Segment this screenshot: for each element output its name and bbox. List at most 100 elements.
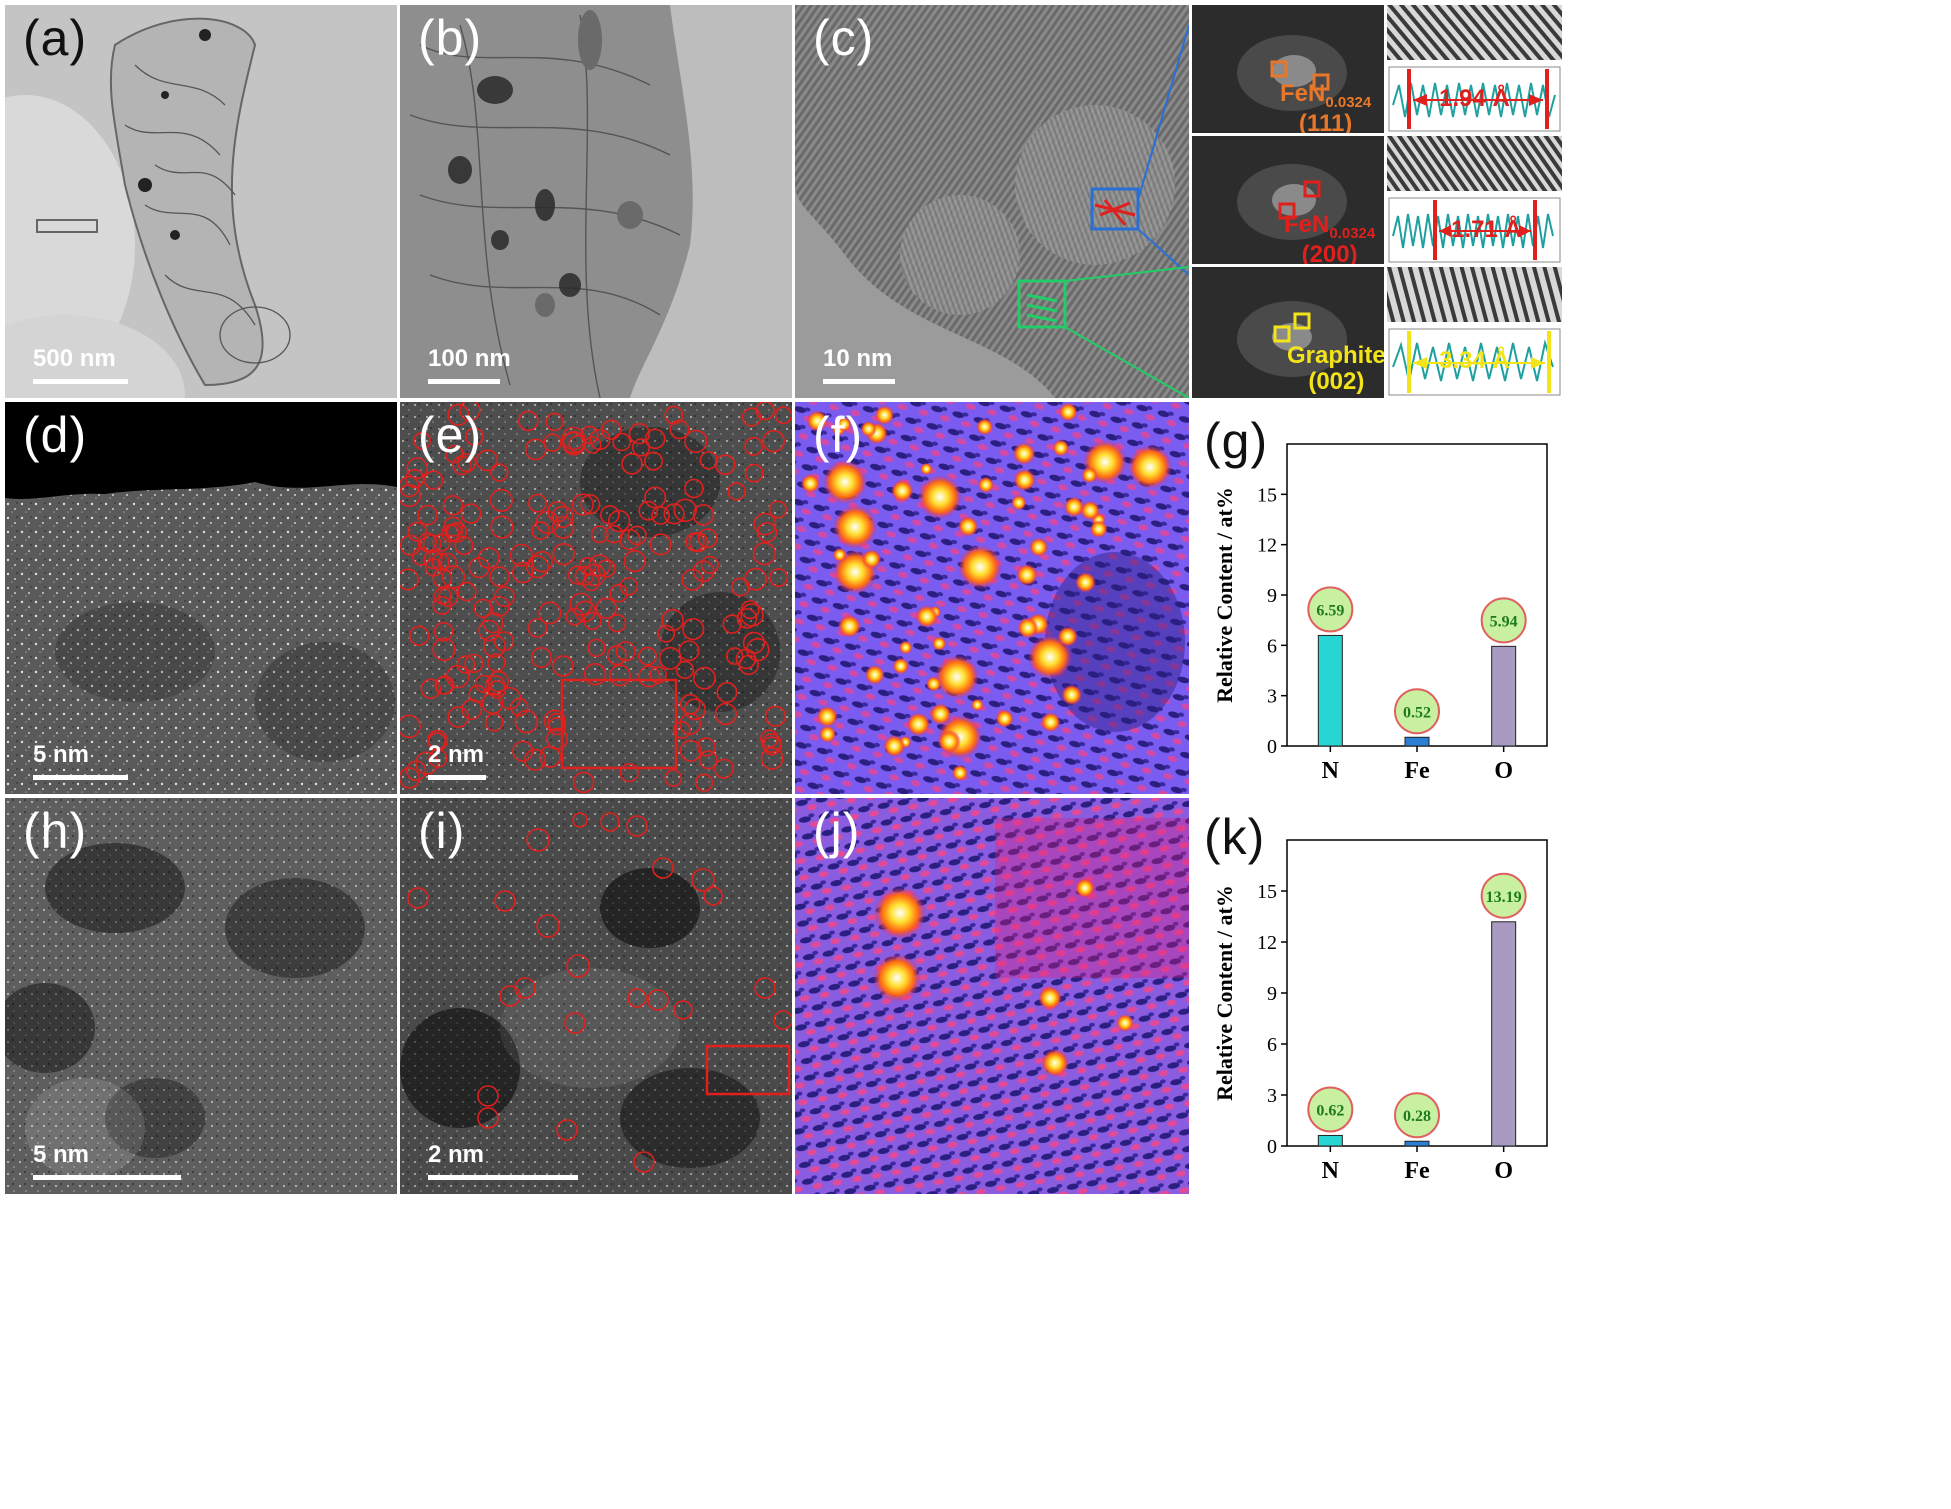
y-tick-label: 6 [1267,635,1277,657]
atom-marker [565,607,584,626]
intensity-peak [864,664,885,685]
atom-marker [543,709,566,732]
intensity-peak [1029,537,1049,557]
intensity-peak [1017,617,1039,639]
atom-marker [608,614,627,633]
atom-marker [482,634,506,658]
y-tick-label: 6 [1267,1034,1277,1056]
intensity-peak [1058,402,1078,422]
atom-marker [420,678,441,699]
atom-marker [417,532,438,553]
atom-marker [538,601,562,625]
atom-marker [417,504,438,526]
atom-marker [489,488,513,512]
atom-marker [484,675,506,696]
atom-marker [675,660,695,680]
x-category-label: N [1322,758,1340,784]
atom-marker [713,758,734,779]
atom-marker [722,614,742,634]
intensity-peak [816,705,838,728]
atom-marker [615,641,636,662]
atom-marker [582,573,600,592]
atom-marker [571,493,594,516]
chart-k-svg: 0 3 6 9 12 15 Relative Content / at% 0.62 N 0.28 F… [1212,839,1548,1184]
panel-d-haadf-image: (d) 5 nm [5,402,397,794]
panel-i-haadf-marked: (i) 2 nm [400,798,792,1194]
fft-panel-2: FeN0.0324 (200) [1192,136,1384,264]
atom-marker [424,558,443,577]
atom-marker [433,621,454,642]
value-badge [1480,872,1527,919]
panel-f-intensity-map: (f) [795,402,1189,794]
value-label: 5.94 [1490,613,1518,630]
atom-marker [698,750,718,770]
atom-marker [685,532,705,552]
atom-marker [547,717,567,736]
value-label: 0.52 [1403,704,1431,721]
intensity-peak [832,547,847,562]
atom-marker [545,412,564,432]
intensity-peak [1081,467,1098,484]
atom-marker [457,581,477,602]
atom-marker [509,543,533,567]
atom-marker [700,555,719,574]
atom-marker [572,771,595,794]
value-badge [1394,1092,1440,1139]
atom-marker [663,503,685,525]
value-label: 0.62 [1316,1102,1344,1119]
atom-marker [583,436,602,454]
panel-c-label: (c) [813,10,875,66]
atom-marker [473,598,493,619]
fft-label-3: Graphite (002) [1287,342,1384,396]
panel-j-label: (j) [813,803,861,859]
atom-marker [684,429,708,454]
atom-marker [447,403,470,426]
atom-marker [651,506,670,525]
y-axis-label: Relative Content / at% [1212,885,1237,1101]
atom-marker [684,478,704,499]
atom-marker [413,431,432,450]
atom-marker [742,631,766,655]
panel-e-haadf-marked: (e) 2 nm [400,402,792,794]
fft-panel-3: Graphite (002) [1192,267,1384,398]
atom-marker [638,665,661,688]
fft-label-2: FeN0.0324 (200) [1284,211,1376,264]
panel-a-scalebar: 500 nm [33,345,128,384]
atom-marker [552,655,574,677]
y-tick-label: 0 [1267,1136,1277,1158]
atom-marker [649,533,672,556]
intensity-peak [951,764,969,782]
atom-marker [638,500,659,521]
y-tick-label: 9 [1267,983,1277,1005]
atom-marker [478,547,500,569]
atom-marker [400,767,421,789]
atom-marker [678,640,700,662]
panel-i-label: (i) [418,803,466,859]
atom-marker [432,595,452,615]
atom-marker [580,494,601,515]
atom-marker [454,535,474,556]
atom-marker [460,503,482,524]
atom-marker [693,666,716,690]
atom-marker [619,528,641,551]
atom-marker [736,608,758,629]
y-tick-label: 15 [1257,881,1277,903]
atom-marker [464,653,484,674]
intensity-peak [1063,496,1085,518]
intensity-peak [892,657,910,675]
bar-n [1317,1134,1343,1147]
atom-marker [606,645,627,666]
atom-marker [481,692,504,715]
y-axis-label: Relative Content / at% [1212,487,1237,703]
atom-marker [400,568,419,591]
atom-marker [696,737,716,757]
atom-marker [435,675,455,695]
atom-marker [409,625,430,646]
atom-marker [716,681,738,703]
atom-marker [574,565,595,586]
atom-marker [400,483,421,508]
bar-fe [1404,736,1430,747]
y-tick-label: 12 [1257,535,1277,557]
intensity-peak [837,614,862,638]
atom-marker [609,583,628,603]
